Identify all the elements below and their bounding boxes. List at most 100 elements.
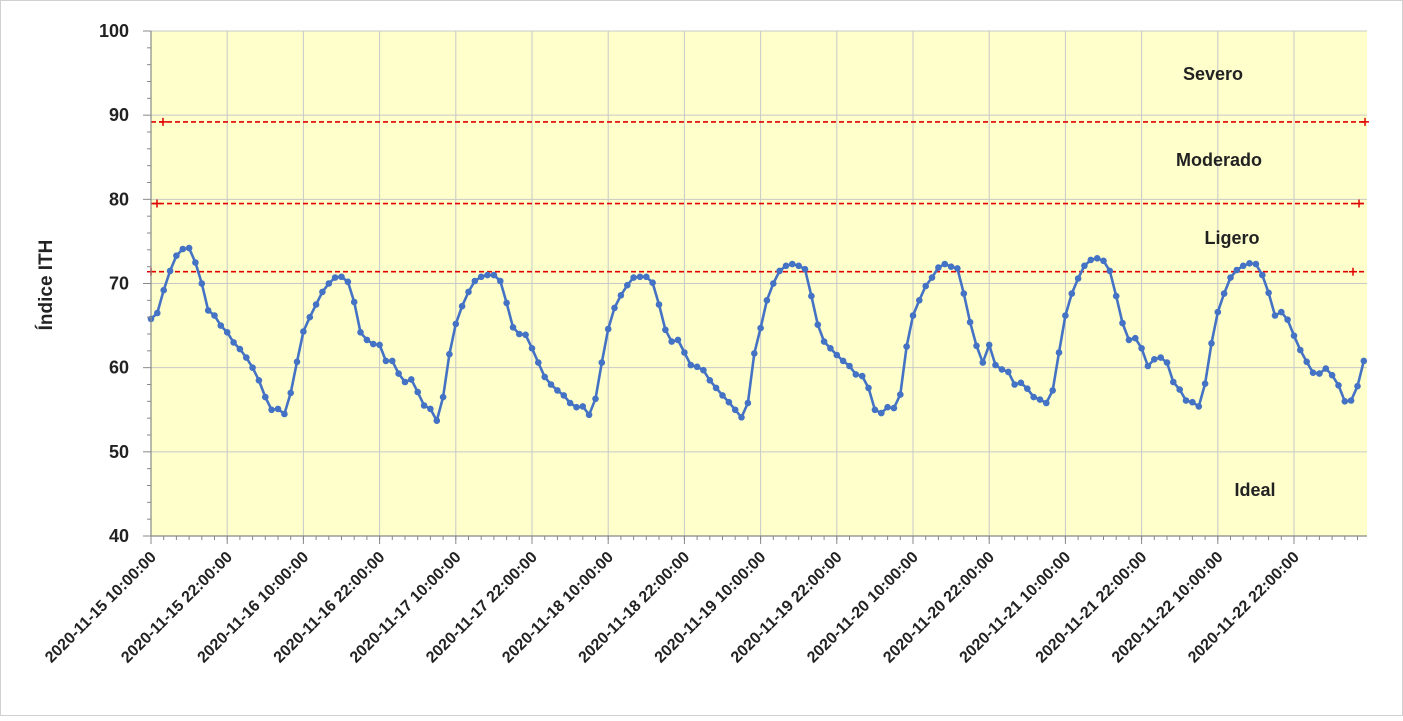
data-point <box>1125 336 1133 344</box>
data-point <box>992 361 999 369</box>
data-point <box>789 260 796 268</box>
data-point <box>350 298 358 306</box>
y-tick-label: 60 <box>109 358 129 378</box>
data-point <box>852 371 860 378</box>
data-point <box>782 262 790 270</box>
data-point <box>1049 387 1056 394</box>
data-point <box>1322 365 1330 372</box>
data-point <box>1278 308 1285 316</box>
data-point <box>465 288 472 296</box>
data-point <box>1005 368 1012 376</box>
data-point <box>1335 382 1342 389</box>
data-point <box>522 331 529 339</box>
data-point <box>858 372 866 380</box>
data-point <box>306 313 314 321</box>
y-axis-label: Índice ITH <box>35 240 57 331</box>
data-point <box>579 403 587 410</box>
data-point <box>573 403 580 411</box>
data-point <box>1360 357 1368 365</box>
y-tick-label: 70 <box>109 274 129 294</box>
data-point <box>179 245 187 253</box>
data-point <box>795 262 802 270</box>
data-point <box>1055 349 1063 356</box>
data-point <box>1151 356 1158 363</box>
data-point <box>408 376 415 383</box>
data-point <box>300 328 307 335</box>
data-point <box>731 406 739 414</box>
data-point <box>846 362 853 370</box>
grid-layer <box>150 30 1367 537</box>
data-point <box>1100 257 1107 265</box>
y-tick-label: 80 <box>109 189 129 209</box>
data-point <box>1239 262 1247 270</box>
data-point <box>230 339 237 346</box>
data-point <box>1093 254 1101 262</box>
y-tick-label: 50 <box>109 442 129 462</box>
data-point <box>414 388 422 396</box>
data-point <box>865 384 872 392</box>
data-point <box>1214 308 1222 316</box>
data-point <box>547 381 555 388</box>
data-point <box>1328 371 1336 379</box>
data-point <box>655 301 663 308</box>
data-point <box>1017 379 1025 387</box>
data-point <box>1068 290 1076 297</box>
data-point <box>198 280 206 287</box>
data-point <box>922 282 929 290</box>
data-point <box>566 399 574 407</box>
data-point <box>814 321 822 329</box>
data-point <box>751 350 758 357</box>
data-point <box>1132 334 1139 342</box>
data-point <box>1341 398 1349 405</box>
data-point <box>1220 290 1228 297</box>
data-point <box>1074 275 1082 282</box>
data-point <box>947 263 955 271</box>
data-point <box>1246 260 1253 267</box>
data-point <box>878 409 885 417</box>
data-point <box>598 359 606 366</box>
data-point <box>1347 397 1355 404</box>
data-point <box>376 341 383 349</box>
data-point <box>776 267 783 275</box>
data-point <box>700 366 707 374</box>
data-point <box>1106 267 1114 275</box>
data-point <box>636 273 644 281</box>
data-point <box>1195 403 1203 410</box>
data-point <box>960 290 968 297</box>
data-point <box>497 277 504 285</box>
data-point <box>1176 386 1183 393</box>
data-point <box>941 260 949 268</box>
data-point <box>223 329 231 336</box>
data-point <box>738 414 745 421</box>
data-point <box>312 301 320 308</box>
data-point <box>916 297 923 304</box>
data-point <box>1201 380 1209 388</box>
data-point <box>1157 354 1164 361</box>
data-point <box>833 351 841 359</box>
data-point <box>509 324 517 331</box>
data-point <box>1182 397 1190 404</box>
data-point <box>592 395 599 403</box>
data-point <box>744 399 752 407</box>
data-point <box>382 357 390 365</box>
data-point <box>338 273 345 281</box>
data-point <box>217 322 225 329</box>
data-point <box>166 267 174 275</box>
data-point <box>649 279 656 287</box>
data-point <box>693 363 701 371</box>
data-point <box>535 359 542 366</box>
data-point <box>954 265 961 272</box>
data-point <box>801 265 809 273</box>
y-tick-label: 100 <box>99 21 129 41</box>
data-point <box>243 354 250 361</box>
data-point <box>503 299 510 307</box>
data-point <box>395 370 402 377</box>
data-point <box>1112 292 1120 300</box>
data-point <box>839 357 847 365</box>
data-point <box>827 345 834 352</box>
data-point <box>211 312 218 319</box>
data-point <box>1087 256 1095 264</box>
data-point <box>331 274 339 281</box>
